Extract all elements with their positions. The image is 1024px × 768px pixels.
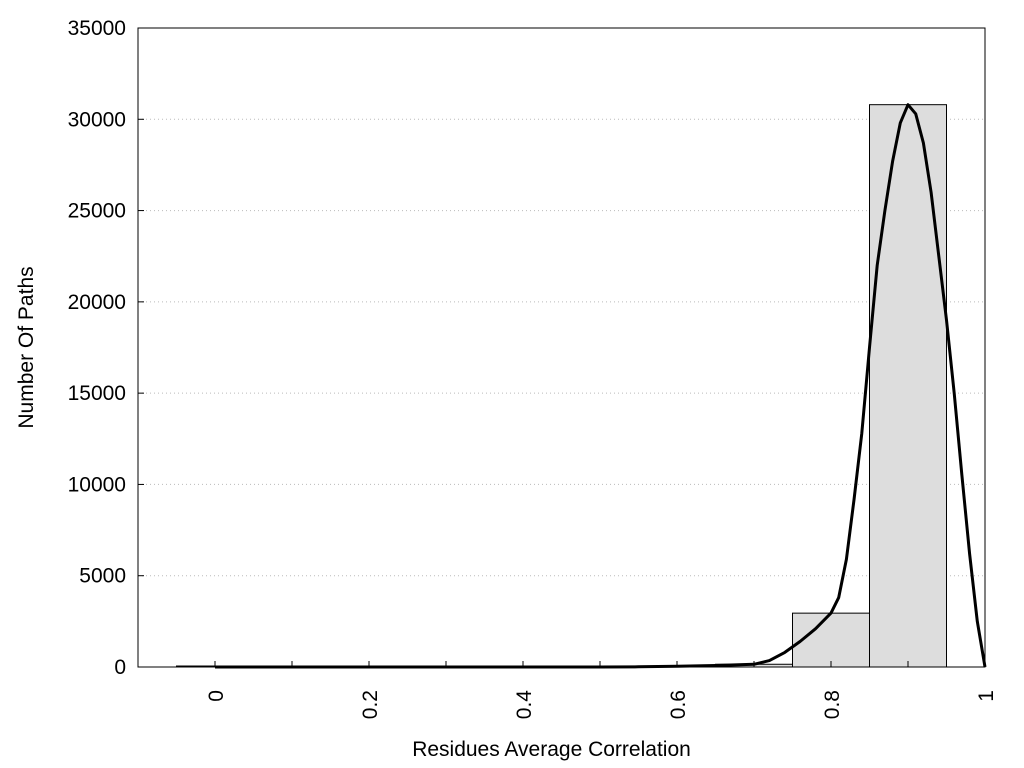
tick-labels: 0 5000 10000 15000 20000 25000 30000 35000 0 0.2 0… — [68, 17, 998, 719]
x-tick-label: 0.6 — [667, 690, 690, 719]
y-tick-label: 5000 — [79, 565, 126, 588]
y-tick-label: 15000 — [68, 382, 126, 405]
x-tick-label: 0.8 — [821, 690, 844, 719]
plot-frame — [137, 27, 986, 668]
grid-lines — [138, 118, 985, 577]
x-tick-label: 0 — [205, 690, 228, 702]
y-tick-label: 20000 — [68, 291, 126, 314]
x-axis-title: Residues Average Correlation — [412, 738, 691, 761]
x-tick-label: 0.2 — [359, 690, 382, 719]
bar-9 — [869, 104, 947, 668]
x-tick-label: 0.4 — [513, 690, 536, 720]
y-tick-label: 0 — [114, 656, 126, 679]
bars — [176, 104, 947, 668]
y-axis-title: Number Of Paths — [15, 266, 38, 428]
y-tick-label: 35000 — [68, 17, 126, 40]
y-tick-label: 30000 — [68, 108, 126, 131]
y-tick-label: 10000 — [68, 473, 126, 496]
x-tick-label: 1 — [975, 690, 998, 702]
axis-ticks — [138, 27, 986, 668]
y-tick-label: 25000 — [68, 200, 126, 223]
